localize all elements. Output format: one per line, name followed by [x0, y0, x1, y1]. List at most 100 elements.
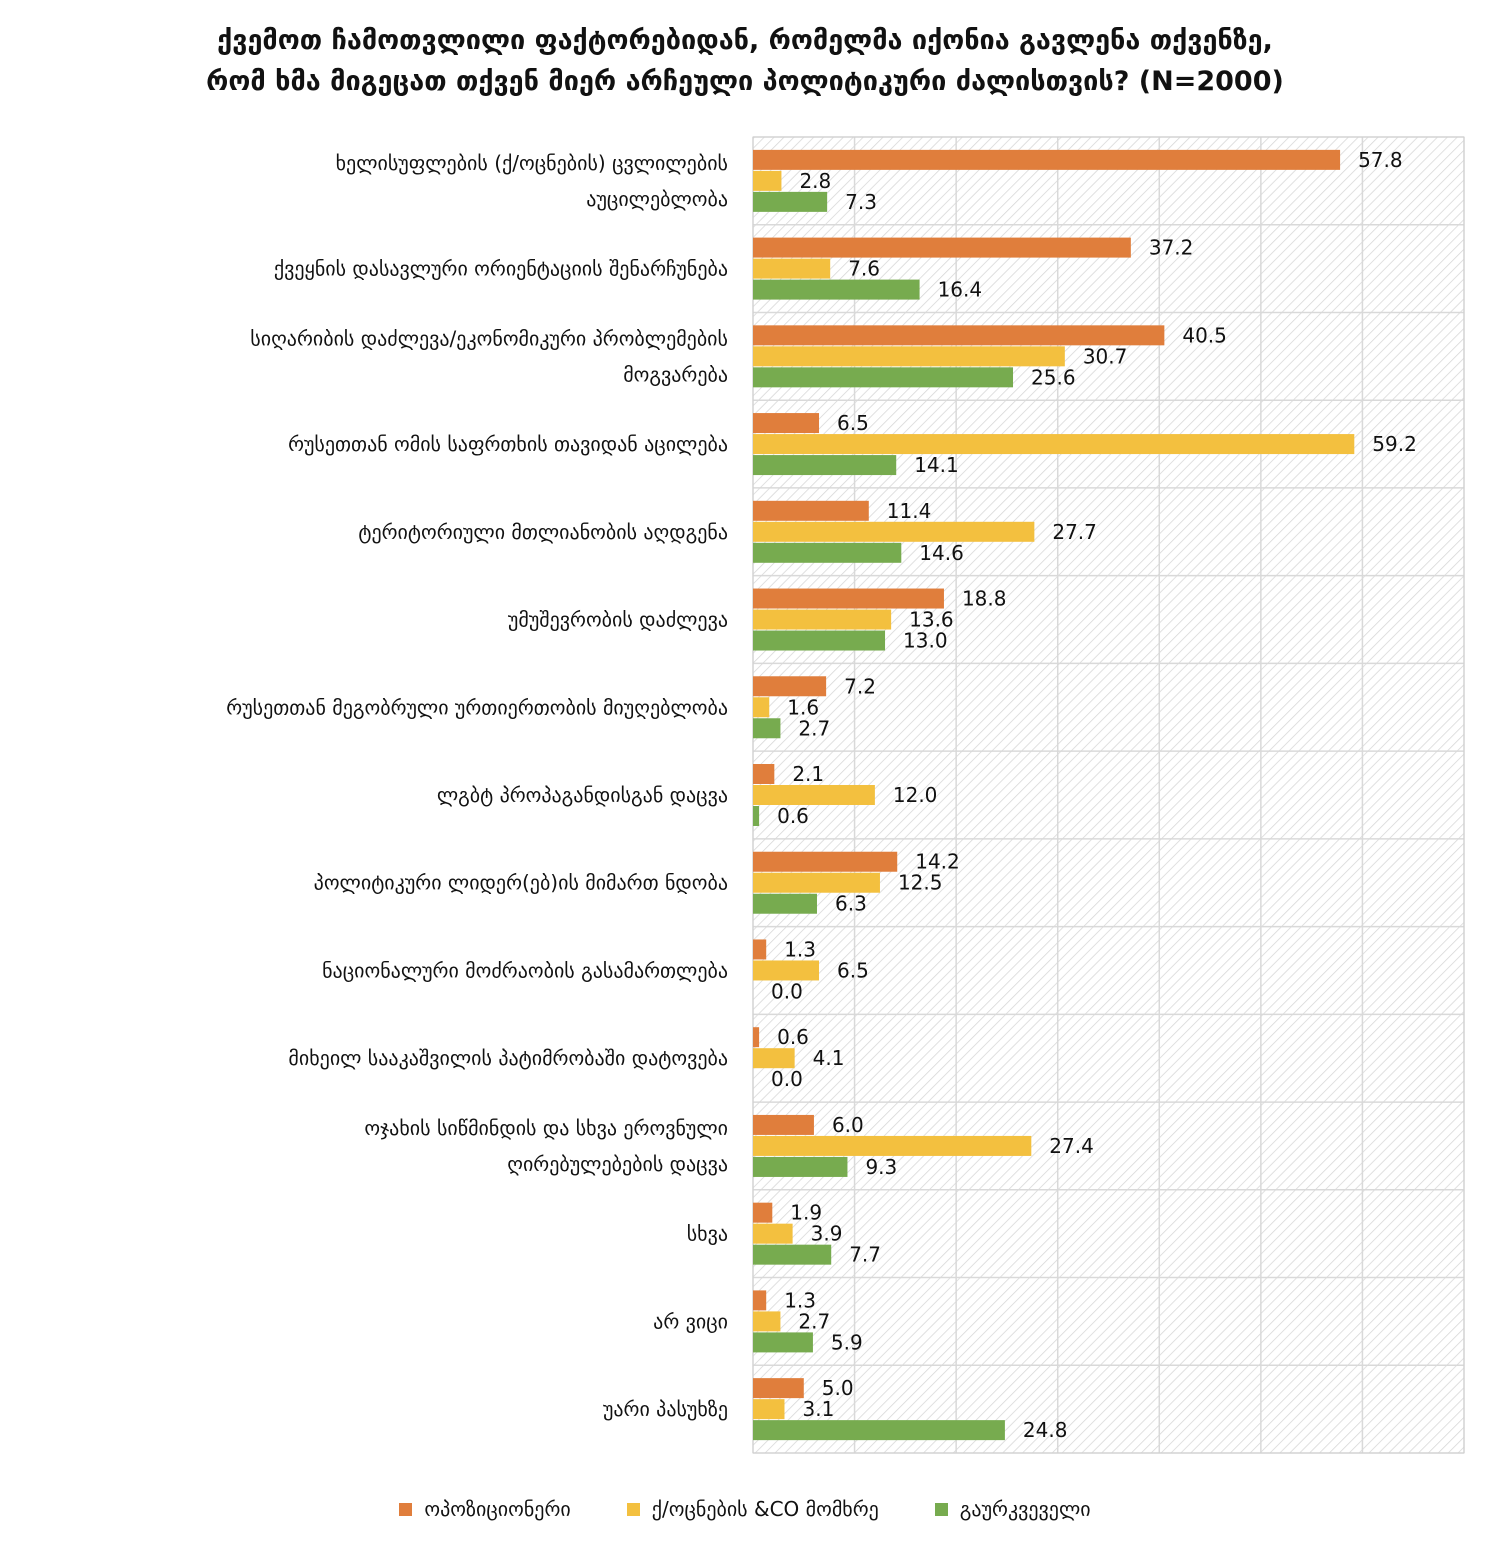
chart-title: ქვემოთ ჩამოთვლილი ფაქტორებიდან, რომელმა … [0, 20, 1490, 102]
data-label: 0.0 [771, 1067, 803, 1091]
data-label: 12.5 [898, 871, 943, 895]
data-label: 13.0 [903, 629, 948, 653]
legend-label: გაურკვეველი [959, 1497, 1091, 1521]
legend: ოპოზიციონერი ქ/ოცნების &CO მომხრე გაურკვევ… [0, 1497, 1490, 1521]
category-label: არ ვიცი [653, 1309, 728, 1333]
bar [753, 851, 898, 872]
bar-chart: 57.8 2.8 7.3 37.2 7.6 16.4 40.5 30.7 25.6 6.5 59.2… [226, 136, 1465, 1454]
data-label: 2.7 [798, 1309, 830, 1333]
data-label: 30.7 [1083, 344, 1128, 368]
bar [753, 521, 1035, 542]
bar [753, 1244, 832, 1265]
category-label: ტერიტორიული მთლიანობის აღდგენა [358, 520, 728, 544]
data-label: 1.3 [784, 1288, 816, 1312]
bar [753, 191, 828, 212]
data-label: 40.5 [1182, 323, 1227, 347]
bar [753, 1048, 795, 1069]
bar [753, 764, 775, 784]
category-label: რუსეთთან ომის საფრთხის თავიდან აცილება [288, 432, 728, 456]
legend-item: ქ/ოცნების &CO მომხრე [626, 1497, 879, 1521]
data-label: 6.3 [835, 892, 867, 916]
bar [753, 1420, 1005, 1441]
legend-item: ოპოზიციონერი [399, 1497, 571, 1521]
bar [753, 1156, 848, 1177]
legend-swatch [626, 1502, 640, 1516]
data-label: 6.5 [837, 958, 869, 982]
category-label: სხვა [687, 1222, 728, 1246]
data-label: 7.6 [848, 257, 880, 281]
bar [753, 697, 770, 718]
data-label: 1.3 [784, 937, 816, 961]
category-label: ქვეყნის დასავლური ორიენტაციის შენარჩუნებ… [274, 257, 728, 281]
data-label: 3.1 [802, 1397, 834, 1421]
category-label: აუცილებლობა [586, 187, 728, 211]
data-label: 14.1 [914, 453, 959, 477]
bar [753, 609, 892, 630]
category-label: სიღარიბის დაძლევა/ეკონომიკური პრობლემები… [250, 326, 728, 350]
data-label: 2.8 [799, 169, 831, 193]
data-label: 6.0 [832, 1113, 864, 1137]
bar [753, 806, 760, 826]
bar [753, 542, 902, 563]
data-label: 9.3 [865, 1155, 897, 1179]
bar [753, 1332, 813, 1353]
bar [753, 500, 869, 521]
data-label: 14.2 [915, 850, 960, 874]
data-label: 2.7 [798, 716, 830, 740]
legend-label: ოპოზიციონერი [424, 1497, 571, 1521]
bar [753, 258, 831, 279]
data-label: 3.9 [811, 1222, 843, 1246]
chart-title-line-2: რომ ხმა მიგეცათ თქვენ მიერ არჩეული პოლიტ… [206, 66, 1284, 97]
bar [753, 1223, 793, 1244]
category-label: მოგვარება [623, 362, 728, 386]
category-label: ღირებულებების დაცვა [507, 1152, 728, 1176]
bar [753, 346, 1065, 367]
bar [753, 149, 1341, 170]
data-label: 18.8 [962, 587, 1007, 611]
data-label: 27.7 [1052, 520, 1097, 544]
bar [753, 1114, 814, 1135]
data-label: 0.0 [771, 979, 803, 1003]
bar [753, 1311, 781, 1332]
data-label: 13.6 [909, 608, 954, 632]
category-label: ოჯახის სიწმინდის და სხვა ეროვნული [364, 1116, 728, 1140]
category-label: უმუშევრობის დაძლევა [508, 608, 728, 632]
bar [753, 170, 782, 191]
legend-item: გაურკვეველი [934, 1497, 1091, 1521]
bar [753, 630, 886, 651]
bar [753, 939, 767, 960]
bar [753, 1399, 785, 1420]
data-label: 0.6 [777, 804, 809, 828]
data-label: 1.6 [787, 695, 819, 719]
bar [753, 279, 920, 300]
data-label: 7.2 [844, 674, 876, 698]
bar [753, 367, 1014, 388]
bar [753, 237, 1131, 258]
data-label: 7.7 [849, 1243, 881, 1267]
bar [753, 434, 1355, 455]
category-label: პოლიტიკური ლიდერ(ებ)ის მიმართ ნდობა [314, 871, 728, 895]
bar [753, 1202, 773, 1223]
bar [753, 1135, 1032, 1156]
data-label: 1.9 [790, 1201, 822, 1225]
bar [753, 413, 820, 434]
bar [753, 872, 880, 893]
category-label: ნაციონალური მოძრაობის გასამართლება [322, 958, 728, 982]
bar [753, 676, 827, 697]
data-label: 16.4 [938, 278, 983, 302]
bar [753, 1378, 804, 1399]
data-label: 24.8 [1023, 1418, 1068, 1442]
bar [753, 893, 817, 914]
data-label: 5.0 [822, 1376, 854, 1400]
data-label: 25.6 [1031, 365, 1076, 389]
data-label: 59.2 [1372, 432, 1417, 456]
bar [753, 325, 1165, 346]
data-label: 27.4 [1049, 1134, 1094, 1158]
data-label: 0.6 [777, 1025, 809, 1049]
category-label: ხელისუფლების (ქ/ოცნების) ცვლილების [336, 151, 728, 175]
category-label: რუსეთთან მეგობრული ურთიერთობის მიუღებლობ… [226, 695, 728, 719]
data-label: 11.4 [887, 499, 932, 523]
data-label: 2.1 [792, 762, 824, 786]
category-label: უარი პასუხზე [603, 1397, 728, 1421]
data-label: 6.5 [837, 411, 869, 435]
